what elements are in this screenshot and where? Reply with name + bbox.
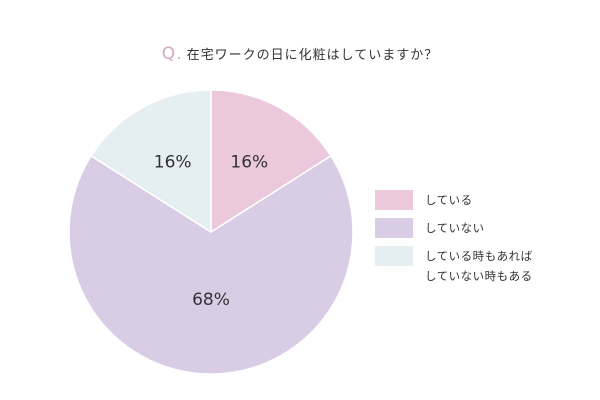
chart-title: Q. 在宅ワークの日に化粧はしていますか？ [0, 44, 600, 64]
question-prefix: Q. [161, 44, 183, 64]
legend-item-1: している [375, 190, 595, 210]
legend-swatch [375, 218, 413, 238]
pie-slice-1 [210, 89, 332, 234]
pie-slice-3 [90, 89, 212, 234]
legend-item-2: していない [375, 218, 595, 238]
legend-swatch [375, 190, 413, 210]
slice-label-1: 16% [230, 152, 268, 172]
legend-item-3: している時もあれば していない時もある [375, 246, 595, 286]
pie-slice-2 [68, 154, 354, 375]
legend-swatch [375, 246, 413, 266]
question-text: 在宅ワークの日に化粧はしていますか？ [186, 48, 439, 63]
legend: しているしていないしている時もあれば していない時もある [375, 190, 595, 294]
legend-label: している時もあれば していない時もある [425, 249, 533, 283]
slice-label-2: 68% [192, 290, 230, 310]
slice-label-3: 16% [154, 152, 192, 172]
legend-label: している [425, 193, 473, 207]
legend-label: していない [425, 221, 485, 235]
